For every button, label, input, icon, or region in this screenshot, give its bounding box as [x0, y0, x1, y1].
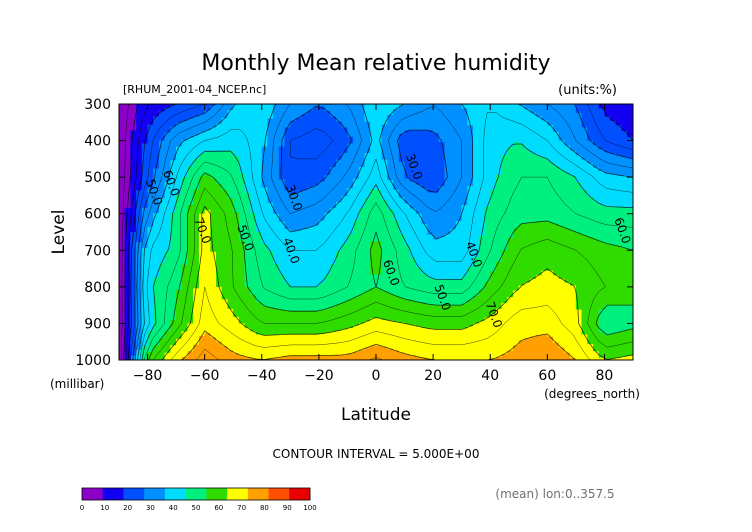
- chart-title: Monthly Mean relative humidity: [201, 51, 550, 76]
- file-label: [RHUM_2001-04_NCEP.nc]: [123, 83, 266, 96]
- units-label: (units:%): [558, 83, 617, 98]
